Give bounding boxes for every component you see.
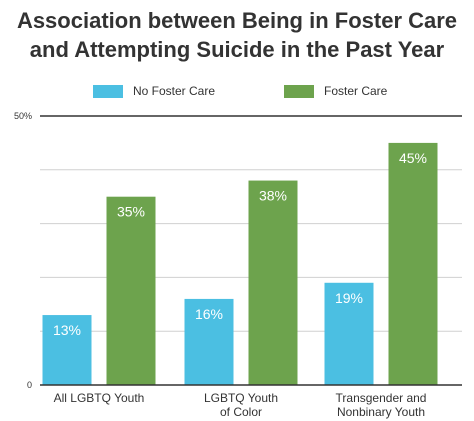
y-tick-label-0: 0: [27, 380, 32, 390]
bar-label-no-foster-care-1: 16%: [195, 306, 223, 322]
legend-swatch-foster-care: [284, 84, 314, 98]
bar-no-foster-care-1: [184, 298, 234, 385]
bar-label-no-foster-care-2: 19%: [335, 290, 363, 306]
category-label-0-line-0: All LGBTQ Youth: [54, 391, 145, 405]
bar-foster-care-1: [248, 180, 298, 385]
bar-label-foster-care-0: 35%: [117, 204, 145, 220]
category-label-2-line-0: Transgender and: [336, 391, 427, 405]
chart-title-line-2: and Attempting Suicide in the Past Year: [29, 37, 445, 62]
chart-title-line-1: Association between Being in Foster Care: [16, 8, 458, 33]
legend-item-foster-care: Foster Care: [284, 83, 387, 99]
bar-label-foster-care-1: 38%: [259, 188, 287, 204]
bar-no-foster-care-0: [42, 315, 92, 385]
chart-title: Association between Being in Foster Care…: [0, 6, 474, 64]
bar-foster-care-0: [106, 196, 156, 385]
y-tick-label-1: 50%: [14, 111, 32, 121]
category-label-1-line-1: of Color: [220, 405, 262, 419]
bar-no-foster-care-2: [324, 282, 374, 385]
category-label-1-line-0: LGBTQ Youth: [204, 391, 278, 405]
legend-swatch-no-foster-care: [93, 84, 123, 98]
legend-label-no-foster-care: No Foster Care: [133, 84, 216, 98]
bar-label-no-foster-care-0: 13%: [53, 322, 81, 338]
legend-item-no-foster-care: No Foster Care: [93, 83, 215, 99]
legend-label-foster-care: Foster Care: [324, 84, 388, 98]
bar-label-foster-care-2: 45%: [399, 150, 427, 166]
bar-foster-care-2: [388, 142, 438, 385]
category-label-2-line-1: Nonbinary Youth: [337, 405, 425, 419]
